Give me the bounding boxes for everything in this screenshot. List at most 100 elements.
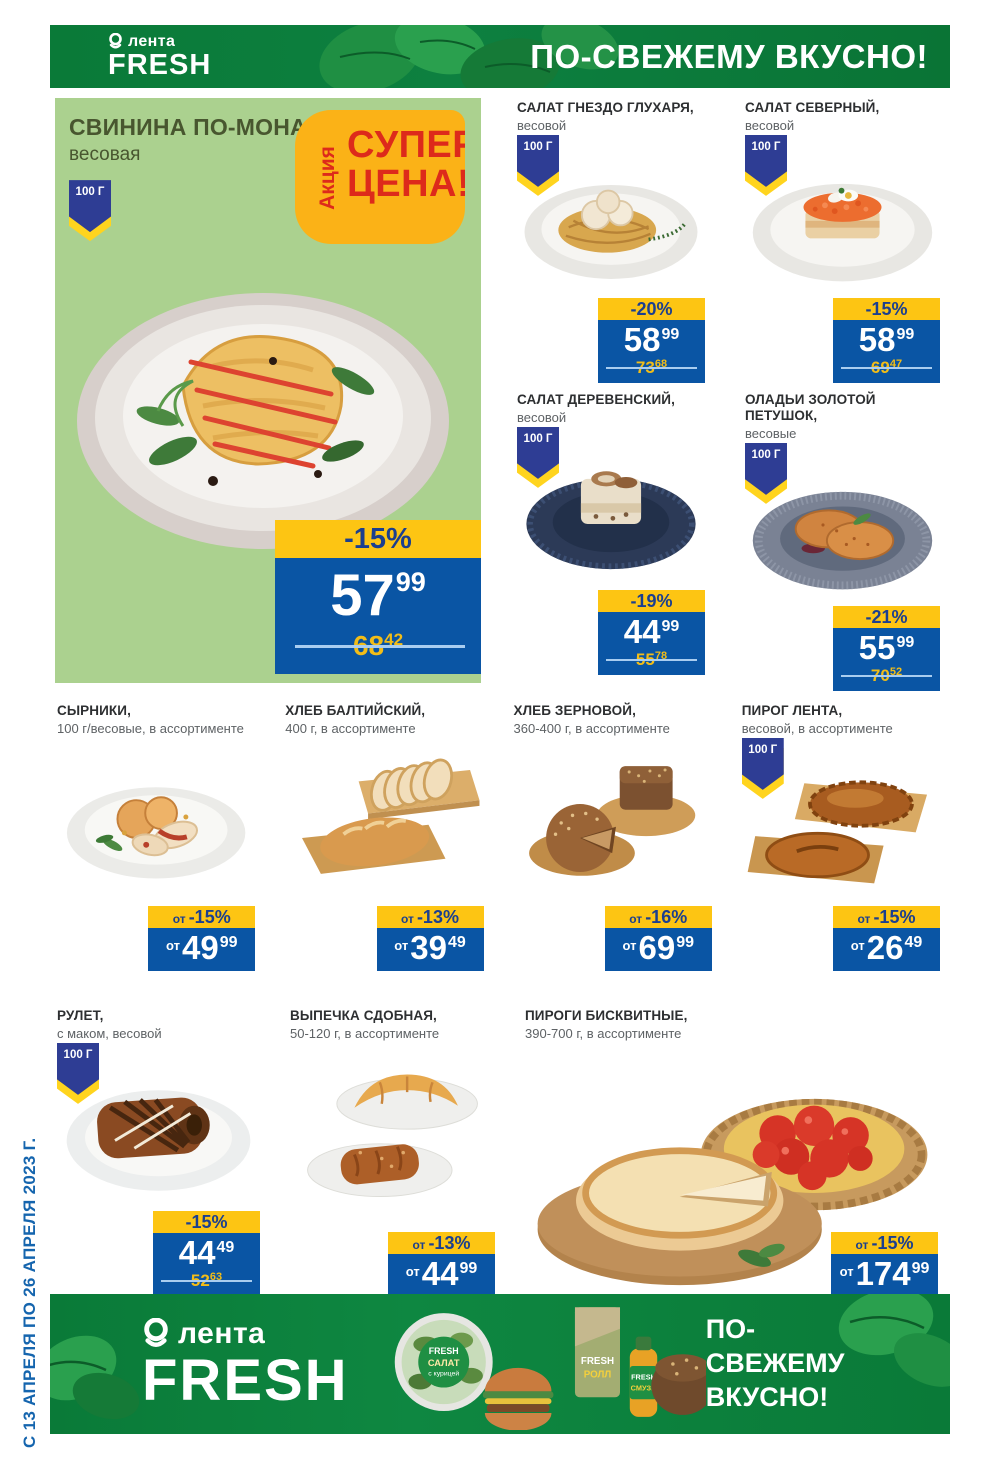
unit-badge-label: 100 Г bbox=[75, 186, 105, 199]
pastry-row: РУЛЕТ, с маком, весовой 100 Г -15% 4449 … bbox=[57, 1008, 940, 1297]
product-photo-area: 100 Г bbox=[57, 1041, 260, 1211]
salads-grid: САЛАТ ГНЕЗДО ГЛУХАРЯ, весовой 100 Г -20%… bbox=[517, 100, 940, 692]
product-card-syrniki: СЫРНИКИ, 100 г/весовые, в ассортименте bbox=[57, 703, 256, 971]
price-block: от -15% от4999 bbox=[148, 906, 256, 971]
price: 5899 bbox=[623, 320, 680, 358]
salad-severny-photo bbox=[752, 183, 933, 282]
discount-badge: -15% bbox=[833, 297, 940, 320]
unit-badge: 100 Г bbox=[745, 134, 787, 196]
discount-badge: от -15% bbox=[833, 906, 940, 929]
product-title: САЛАТ ГНЕЗДО ГЛУХАРЯ, bbox=[517, 100, 694, 115]
basil-leaves bbox=[50, 1335, 140, 1420]
date-range-vertical: С 13 АПРЕЛЯ ПО 26 АПРЕЛЯ 2023 Г. bbox=[20, 1137, 39, 1448]
old-price: 5578 bbox=[600, 650, 703, 670]
lenta-fresh-logo: лента FRESH bbox=[142, 1318, 349, 1410]
price: 5799 bbox=[330, 563, 426, 629]
footer-products-photo: FRESH САЛАТ с курицей FRESH РОЛЛ FRESH С… bbox=[394, 1307, 706, 1430]
discount-badge: от -15% bbox=[148, 906, 256, 929]
product-title: САЛАТ ДЕРЕВЕНСКИЙ, bbox=[517, 392, 675, 407]
oladyi-photo bbox=[752, 491, 933, 590]
product-title: ПИРОГ ЛЕНТА, bbox=[741, 703, 843, 718]
product-card-salad-severny: САЛАТ СЕВЕРНЫЙ, весовой 100 Г -15% bbox=[745, 100, 940, 392]
svg-text:FRESH: FRESH bbox=[631, 1373, 656, 1382]
unit-badge: 100 Г bbox=[745, 442, 787, 504]
unit-badge: 100 Г bbox=[517, 426, 559, 488]
price: от4499 bbox=[405, 1254, 478, 1292]
discount-badge: -15% bbox=[275, 520, 481, 559]
discount-badge: от -13% bbox=[388, 1231, 495, 1254]
old-price: 6947 bbox=[835, 358, 938, 378]
product-subtitle: весовой bbox=[745, 117, 795, 133]
product-card-oladyi: ОЛАДЬИ ЗОЛОТОЙ ПЕТУШОК, весовые 100 Г -2 bbox=[745, 392, 940, 692]
akciya-label: Акция bbox=[316, 146, 339, 210]
lenta-fresh-logo: лента FRESH bbox=[108, 33, 211, 80]
brand-name: лента bbox=[128, 32, 176, 50]
product-subtitle: весовой bbox=[517, 117, 567, 133]
baltic-bread-photo bbox=[302, 758, 480, 874]
grain-bread-photo bbox=[528, 765, 695, 876]
price-block: -20% 5899 7368 bbox=[598, 297, 705, 384]
product-title: РУЛЕТ, bbox=[57, 1008, 104, 1023]
pirog-lenta-photo bbox=[747, 780, 927, 883]
product-title: ОЛАДЬИ ЗОЛОТОЙ ПЕТУШОК, bbox=[745, 392, 876, 423]
price: 5899 bbox=[858, 320, 915, 358]
super-price-label: СУПЕР ЦЕНА! bbox=[347, 124, 465, 206]
unit-badge: 100 Г bbox=[517, 134, 559, 196]
product-card-hleb-baltiysky: ХЛЕБ БАЛТИЙСКИЙ, 400 г, в ассортименте bbox=[285, 703, 484, 971]
product-photo-area bbox=[285, 736, 483, 906]
price: от2649 bbox=[850, 929, 923, 967]
discount-badge: от -16% bbox=[604, 906, 712, 929]
product-photo-area: 100 Г bbox=[745, 441, 940, 606]
salad-derevensky-photo bbox=[526, 471, 696, 569]
product-title: ХЛЕБ БАЛТИЙСКИЙ, bbox=[285, 703, 426, 718]
discount-badge: -15% bbox=[153, 1210, 260, 1233]
basil-leaves bbox=[319, 25, 619, 88]
product-title: ПИРОГИ БИСКВИТНЫЕ, bbox=[525, 1008, 688, 1023]
brand-name: лента bbox=[178, 1317, 266, 1350]
price: от17499 bbox=[839, 1254, 930, 1292]
product-subtitle: 400 г, в ассортименте bbox=[285, 720, 416, 736]
product-subtitle: 50-120 г, в ассортименте bbox=[290, 1025, 440, 1041]
price: 4499 bbox=[623, 612, 680, 650]
old-price: 6842 bbox=[281, 630, 475, 662]
product-photo-area: 100 Г bbox=[741, 736, 940, 906]
product-card-pirog-lenta: ПИРОГ ЛЕНТА, весовой, в ассортименте 100… bbox=[741, 703, 940, 971]
salad-nest-photo bbox=[524, 184, 698, 279]
svg-text:с курицей: с курицей bbox=[428, 1370, 459, 1378]
svg-text:САЛАТ: САЛАТ bbox=[427, 1358, 459, 1368]
product-subtitle: 100 г/весовые, в ассортименте bbox=[57, 720, 244, 736]
price-block: от -13% от4499 bbox=[388, 1231, 495, 1297]
product-photo-area: 100 Г bbox=[517, 425, 705, 590]
lenta-logo-icon bbox=[109, 33, 122, 49]
bakery-row: СЫРНИКИ, 100 г/весовые, в ассортименте bbox=[57, 703, 940, 971]
svg-text:FRESH: FRESH bbox=[428, 1346, 458, 1356]
unit-badge: 100 Г bbox=[741, 737, 784, 799]
product-photo-area bbox=[57, 736, 255, 906]
super-price-badge: Акция СУПЕР ЦЕНА! bbox=[295, 110, 465, 244]
basil-leaves bbox=[838, 1294, 950, 1387]
footer-banner: лента FRESH FRESH САЛАТ с курицей FRESH … bbox=[50, 1294, 950, 1434]
old-price: 5263 bbox=[155, 1271, 258, 1291]
pork-dish-photo bbox=[77, 293, 449, 549]
brand-fresh: FRESH bbox=[142, 1348, 349, 1413]
unit-badge: 100 Г bbox=[69, 180, 111, 242]
price-block: -15% 5899 6947 bbox=[833, 297, 940, 384]
price-block: -15% 4449 5263 bbox=[153, 1210, 260, 1297]
lenta-logo-icon bbox=[144, 1318, 168, 1347]
product-subtitle: весовые bbox=[745, 425, 797, 441]
discount-badge: от -15% bbox=[831, 1231, 938, 1254]
product-card-vypechka: ВЫПЕЧКА СДОБНАЯ, 50-120 г, в ассортимент… bbox=[290, 1008, 495, 1297]
hero-subtitle: весовая bbox=[69, 144, 141, 166]
price-block: -21% 5599 7052 bbox=[833, 605, 940, 692]
price-block: -19% 4499 5578 bbox=[598, 589, 705, 676]
price: от6999 bbox=[622, 929, 695, 967]
product-photo-area bbox=[514, 736, 712, 906]
svg-text:СМУЗИ: СМУЗИ bbox=[630, 1383, 656, 1392]
product-card-hleb-zernovoy: ХЛЕБ ЗЕРНОВОЙ, 360-400 г, в ассортименте bbox=[514, 703, 712, 971]
unit-badge: 100 Г bbox=[57, 1042, 99, 1104]
product-title: ХЛЕБ ЗЕРНОВОЙ, bbox=[513, 703, 636, 718]
price-block: от -15% от17499 bbox=[831, 1231, 938, 1297]
discount-badge: -21% bbox=[833, 605, 940, 628]
svg-text:РОЛЛ: РОЛЛ bbox=[583, 1370, 611, 1381]
biscuit-pies-photo bbox=[537, 1098, 928, 1285]
